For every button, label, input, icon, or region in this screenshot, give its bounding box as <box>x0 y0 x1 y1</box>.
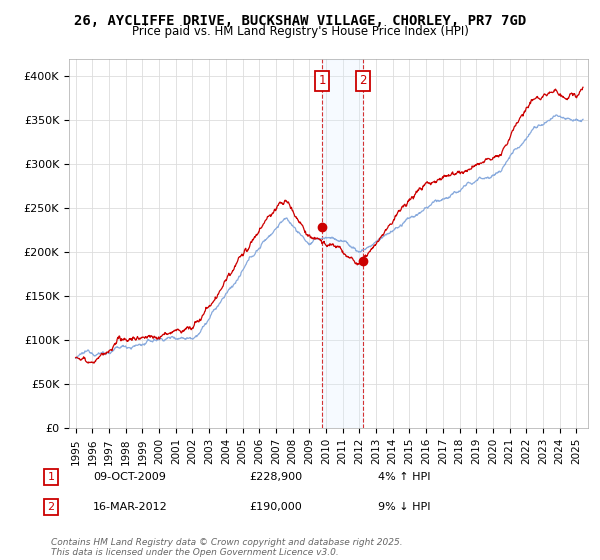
Text: 09-OCT-2009: 09-OCT-2009 <box>93 472 166 482</box>
Text: 4% ↑ HPI: 4% ↑ HPI <box>378 472 431 482</box>
Text: 1: 1 <box>319 74 326 87</box>
Text: 16-MAR-2012: 16-MAR-2012 <box>93 502 168 512</box>
Text: 26, AYCLIFFE DRIVE, BUCKSHAW VILLAGE, CHORLEY, PR7 7GD: 26, AYCLIFFE DRIVE, BUCKSHAW VILLAGE, CH… <box>74 14 526 28</box>
Text: 2: 2 <box>359 74 367 87</box>
Text: £228,900: £228,900 <box>249 472 302 482</box>
Text: Price paid vs. HM Land Registry's House Price Index (HPI): Price paid vs. HM Land Registry's House … <box>131 25 469 38</box>
Text: £190,000: £190,000 <box>249 502 302 512</box>
Text: 1: 1 <box>47 472 55 482</box>
Text: 2: 2 <box>47 502 55 512</box>
Text: 9% ↓ HPI: 9% ↓ HPI <box>378 502 431 512</box>
Bar <box>322 59 363 428</box>
Text: Contains HM Land Registry data © Crown copyright and database right 2025.
This d: Contains HM Land Registry data © Crown c… <box>51 538 403 557</box>
